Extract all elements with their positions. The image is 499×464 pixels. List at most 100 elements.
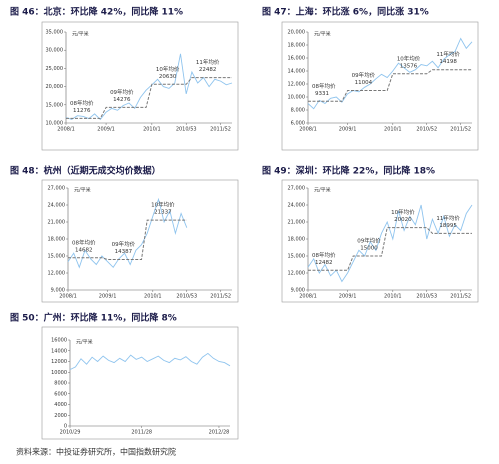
average-line [308, 69, 472, 102]
x-tick-label: 2011/52 [210, 294, 231, 300]
price-line [307, 204, 473, 283]
average-line [308, 227, 472, 271]
x-tick-label: 2011/52 [210, 127, 231, 133]
x-tick-label: 2011/52 [450, 294, 471, 300]
chart-frame [281, 179, 479, 303]
annotation-value: 13576 [400, 63, 418, 69]
price-line [67, 197, 188, 269]
price-line [69, 352, 231, 371]
annotation-label: 11年均价 [196, 58, 220, 66]
y-tick-label: 20,000 [46, 84, 64, 90]
y-tick-label: 9,000 [51, 288, 65, 294]
y-tick-label: 8,000 [291, 108, 305, 114]
y-tick-label: 6000 [54, 391, 67, 397]
y-tick-label: 21,000 [288, 220, 306, 226]
annotation-value: 14198 [439, 59, 457, 65]
source-note: 资料来源：中投证券研究所，中国指数研究院 [16, 447, 176, 457]
y-tick-label: 12000 [51, 359, 67, 365]
y-tick-label: 25,000 [46, 66, 64, 72]
annotation-label: 11年均价 [436, 214, 460, 222]
annotation-value: 20020 [394, 217, 412, 223]
unit-label: 元/平米 [72, 31, 89, 38]
x-tick-label: 2010/1 [384, 294, 402, 300]
y-tick-label: 12,000 [288, 271, 306, 277]
unit-label: 元/平米 [76, 339, 93, 346]
annotation-value: 21337 [154, 210, 172, 216]
y-tick-label: 20,000 [288, 30, 306, 36]
chart-title: 图 49：深圳：环比降 22%，同比降 18% [262, 165, 435, 177]
x-tick-label: 2010/29 [60, 430, 81, 436]
annotation-label: 10年均价 [391, 208, 415, 216]
chart-title: 图 50：广州：环比降 11%，同比降 8% [10, 312, 177, 324]
annotation-value: 9331 [315, 91, 329, 97]
y-tick-label: 2000 [54, 413, 67, 419]
chart-frame [41, 326, 239, 440]
x-tick-label: 2011/52 [450, 127, 471, 133]
x-tick-label: 2010/53 [416, 294, 437, 300]
annotation-value: 11276 [73, 108, 91, 114]
x-tick-label: 2008/1 [57, 127, 75, 133]
annotation-label: 08年均价 [72, 238, 96, 246]
x-tick-label: 2010/52 [416, 127, 437, 133]
annotation-value: 14276 [113, 97, 131, 103]
annotation-label: 09年均价 [110, 88, 134, 96]
unit-label: 元/平米 [314, 187, 331, 194]
y-tick-label: 14000 [51, 348, 67, 354]
annotation-value: 14387 [115, 249, 133, 255]
y-tick-label: 10,000 [46, 121, 64, 127]
price-line [307, 37, 473, 110]
average-line [68, 219, 187, 260]
y-tick-label: 14,000 [288, 69, 306, 75]
x-tick-label: 2010/1 [143, 127, 161, 133]
annotation-value: 22482 [199, 67, 217, 73]
y-tick-label: 16,000 [288, 56, 306, 62]
chart-frame [281, 21, 479, 151]
x-tick-label: 2010/1 [384, 127, 402, 133]
unit-label: 元/平米 [314, 31, 331, 38]
y-tick-label: 21,000 [48, 220, 66, 226]
unit-label: 元/平米 [74, 187, 91, 194]
annotation-value: 20630 [159, 74, 177, 80]
x-tick-label: 2012/28 [209, 430, 230, 436]
x-tick-label: 2010/1 [144, 294, 162, 300]
x-tick-label: 2010/53 [176, 127, 197, 133]
price-line [65, 53, 233, 121]
y-tick-label: 16000 [51, 338, 67, 344]
y-tick-label: 27,000 [48, 186, 66, 192]
x-tick-label: 2009/1 [97, 127, 115, 133]
annotation-value: 15000 [360, 246, 378, 252]
y-tick-label: 24,000 [48, 203, 66, 209]
annotation-label: 08年均价 [312, 82, 336, 90]
annotation-label: 09年均价 [112, 240, 136, 248]
y-tick-label: 30,000 [46, 48, 64, 54]
y-tick-label: 35,000 [46, 30, 64, 36]
y-tick-label: 18,000 [48, 237, 66, 243]
x-tick-label: 2008/1 [299, 294, 317, 300]
y-tick-label: 10000 [51, 370, 67, 376]
y-tick-label: 12,000 [48, 271, 66, 277]
annotation-label: 09年均价 [357, 237, 381, 245]
average-line [66, 77, 232, 119]
annotation-label: 10年均价 [397, 54, 421, 62]
y-tick-label: 4000 [54, 402, 67, 408]
y-tick-label: 15,000 [46, 102, 64, 108]
annotation-label: 09年均价 [352, 71, 376, 79]
y-tick-label: 9,000 [291, 288, 305, 294]
y-tick-label: 18,000 [288, 237, 306, 243]
x-tick-label: 2009/1 [99, 294, 117, 300]
chart-frame [41, 179, 239, 303]
annotation-label: 08年均价 [70, 99, 94, 107]
annotation-label: 11年均价 [436, 50, 460, 58]
chart-title: 图 46：北京：环比降 42%，同比降 11% [10, 6, 183, 18]
y-tick-label: 27,000 [288, 186, 306, 192]
y-tick-label: 10,000 [288, 95, 306, 101]
annotation-label: 08年均价 [312, 251, 336, 259]
x-tick-label: 2010/53 [176, 294, 197, 300]
y-tick-label: 15,000 [48, 254, 66, 260]
x-tick-label: 2008/1 [299, 127, 317, 133]
chart-title: 图 48：杭州（近期无成交均价数据） [10, 165, 161, 177]
annotation-label: 10年均价 [151, 201, 175, 209]
y-tick-label: 6,000 [291, 121, 305, 127]
